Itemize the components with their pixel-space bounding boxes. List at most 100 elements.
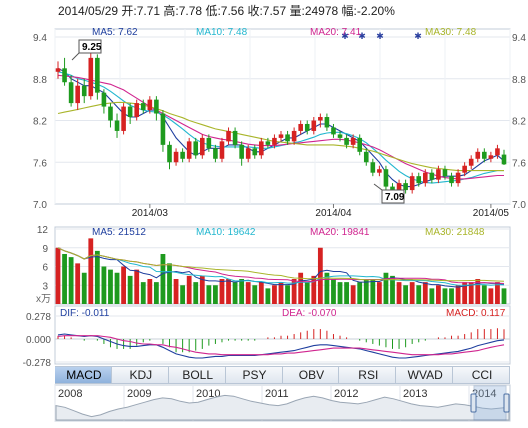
- volume-bar: [350, 285, 356, 304]
- volume-bar: [55, 247, 61, 304]
- price-ytick-right: 8.8: [512, 75, 526, 86]
- volume-bar: [245, 282, 251, 304]
- overview-year-label: 2010: [196, 388, 220, 400]
- candle: [377, 165, 382, 177]
- candle: [344, 134, 349, 149]
- volume-bar: [219, 279, 225, 304]
- overview-year-label: 2011: [265, 388, 289, 400]
- volume-bar: [429, 288, 435, 304]
- volume-bar: [153, 282, 159, 304]
- volume-bar: [134, 269, 140, 304]
- price-xtick-label: 2014/05: [473, 208, 510, 219]
- volume-bar: [436, 285, 441, 304]
- price-ytick-right: 8.2: [512, 117, 526, 128]
- star-icon[interactable]: ✱: [358, 31, 366, 41]
- candle: [173, 148, 179, 166]
- candle: [409, 172, 415, 194]
- candle: [252, 144, 258, 159]
- candle: [311, 117, 317, 135]
- candle: [455, 169, 461, 187]
- price-ytick-right: 9.4: [512, 33, 526, 44]
- star-icon[interactable]: ✱: [341, 31, 349, 41]
- volume-bar: [232, 282, 238, 304]
- volume-ytick: 12: [37, 225, 49, 236]
- macd-ytick: 0.278: [26, 312, 51, 323]
- volume-bar: [127, 275, 133, 304]
- volume-bar: [344, 282, 349, 304]
- low-annotation: 7.09: [385, 192, 405, 203]
- candle: [259, 137, 264, 159]
- volume-bar: [258, 282, 264, 304]
- candle: [475, 148, 481, 163]
- candle: [422, 169, 428, 187]
- volume-ytick: 6: [42, 263, 48, 274]
- candle: [147, 96, 153, 114]
- candle: [416, 172, 422, 187]
- candle: [134, 99, 140, 121]
- macd-dea-label: DEA: -0.070: [282, 308, 337, 319]
- volume-bar: [311, 275, 317, 304]
- volume-bar: [416, 285, 422, 304]
- tab-boll[interactable]: BOLL: [169, 367, 226, 383]
- overview-year-label: 2008: [58, 388, 82, 400]
- tab-kdj[interactable]: KDJ: [112, 367, 169, 383]
- tab-rsi[interactable]: RSI: [339, 367, 397, 383]
- volume-bar: [468, 282, 474, 304]
- tab-macd[interactable]: MACD: [55, 367, 112, 383]
- candle: [226, 127, 231, 145]
- volume-bar: [285, 285, 290, 304]
- tab-cci[interactable]: CCI: [453, 367, 510, 383]
- overview-year-label: 2012: [334, 388, 358, 400]
- candle: [127, 103, 133, 124]
- candle: [285, 130, 290, 145]
- candle: [62, 57, 67, 86]
- price-ma20-label: MA20: 7.41: [310, 27, 362, 38]
- overview-right-handle[interactable]: [503, 393, 510, 413]
- candle: [429, 169, 435, 184]
- volume-bar: [422, 282, 428, 304]
- volume-bar: [272, 285, 277, 304]
- volume-bar: [409, 282, 415, 304]
- volume-bar: [324, 272, 330, 304]
- candle: [88, 47, 94, 100]
- price-ma30-line: [57, 101, 504, 172]
- price-ytick-left: 8.2: [33, 117, 47, 128]
- volume-bar: [252, 285, 258, 304]
- candle: [101, 89, 107, 114]
- candle: [291, 127, 297, 145]
- volume-bar: [455, 285, 461, 304]
- volume-bar: [357, 282, 363, 304]
- star-icon[interactable]: ✱: [414, 31, 422, 41]
- candle: [462, 162, 467, 177]
- price-xtick-label: 2014/03: [132, 208, 169, 219]
- high-annotation-pointer: [71, 52, 80, 61]
- candle: [186, 137, 192, 163]
- volume-bar: [121, 266, 126, 304]
- candle: [232, 127, 238, 149]
- candle: [298, 120, 303, 135]
- volume-bar: [396, 282, 402, 304]
- overview-line: [55, 394, 510, 421]
- macd-dea-line: [57, 335, 505, 356]
- candle: [272, 134, 277, 149]
- candle: [219, 137, 225, 163]
- volume-bar: [475, 279, 481, 304]
- candle: [114, 113, 120, 138]
- low-annotation-pointer: [373, 183, 383, 191]
- overview-left-handle[interactable]: [470, 393, 477, 413]
- overview-range-selection[interactable]: [473, 385, 507, 421]
- high-annotation: 9.25: [82, 42, 102, 53]
- volume-bar: [180, 285, 186, 304]
- candle: [213, 144, 218, 163]
- candle: [154, 96, 159, 121]
- tab-obv[interactable]: OBV: [283, 367, 340, 383]
- tab-psy[interactable]: PSY: [226, 367, 283, 383]
- tab-wvad[interactable]: WVAD: [396, 367, 454, 383]
- volume-bar: [488, 288, 494, 304]
- candle: [140, 99, 146, 114]
- volume-bar: [94, 250, 100, 304]
- volume-bar: [331, 279, 336, 304]
- candle: [482, 148, 487, 163]
- star-icon[interactable]: ✱: [376, 31, 384, 41]
- macd-value-label: MACD: 0.117: [446, 308, 506, 319]
